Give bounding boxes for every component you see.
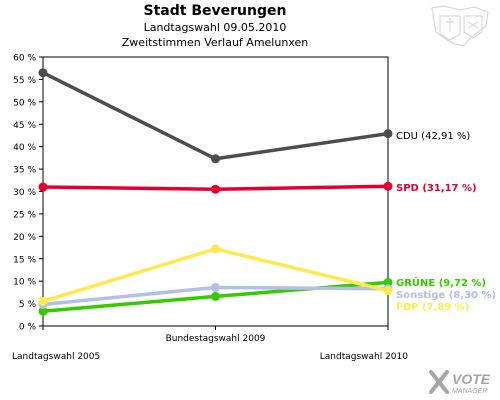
data-point — [38, 306, 48, 316]
series-label: SPD (31,17 %) — [396, 183, 477, 194]
chart-header: Stadt Beverungen Landtagswahl 09.05.2010… — [0, 3, 430, 50]
series-label: Sonstige (8,30 %) — [396, 290, 496, 301]
series-line — [42, 71, 389, 161]
series-spd — [38, 181, 393, 194]
y-tick-label: 25 % — [13, 210, 36, 220]
series-label: CDU (42,91 %) — [396, 131, 470, 142]
y-tick-label: 10 % — [13, 278, 36, 288]
y-tick-label: 35 % — [13, 166, 36, 176]
data-point — [211, 184, 220, 194]
y-tick-label: 45 % — [13, 121, 36, 131]
data-point — [211, 244, 220, 254]
x-tick-label: Landtagswahl 2005 — [12, 352, 100, 362]
coat-of-arms-icon — [431, 5, 489, 47]
data-point — [211, 154, 220, 164]
chart-title: Stadt Beverungen — [143, 3, 287, 19]
y-tick-label: 30 % — [13, 188, 36, 198]
y-axis: 0 % 5 % 10 % 15 % 20 % 25 % 30 % 35 % 40 % 45 % 50… — [13, 54, 43, 333]
y-tick-label: 20 % — [13, 233, 36, 243]
y-tick-label: 60 % — [13, 54, 36, 64]
series-labels: CDU (42,91 %) SPD (31,17 %) GRÜNE (9,72 %)… — [396, 131, 496, 313]
series-label: GRÜNE (9,72 %) — [396, 275, 486, 289]
data-point — [383, 129, 393, 139]
y-tick-label: 0 % — [19, 323, 37, 333]
data-point — [38, 68, 48, 78]
data-point — [383, 181, 393, 191]
series-label: FDP (7,89 %) — [396, 302, 469, 313]
y-tick-label: 5 % — [19, 300, 37, 310]
data-point — [211, 282, 220, 292]
data-point — [383, 277, 393, 287]
data-point — [38, 182, 48, 192]
chart-subtitle: Landtagswahl 09.05.2010 — [143, 21, 287, 34]
data-point — [38, 296, 48, 306]
y-tick-label: 15 % — [13, 255, 36, 265]
data-point — [383, 286, 393, 296]
vote-manager-logo: VOTE MANAGER — [429, 370, 491, 395]
y-tick-label: 40 % — [13, 143, 36, 153]
chart-subtitle-2: Zweitstimmen Verlauf Amelunxen — [121, 36, 309, 49]
y-tick-label: 50 % — [13, 98, 36, 108]
data-point — [211, 291, 220, 301]
series-fdp — [38, 244, 393, 306]
series-layer — [38, 68, 393, 316]
logo-text-manager: MANAGER — [452, 388, 487, 395]
series-cdu — [38, 68, 393, 164]
y-tick-label: 55 % — [13, 76, 36, 86]
logo-text-vote: VOTE — [452, 371, 491, 387]
x-axis: Landtagswahl 2005 Bundestagswahl 2009 Land… — [12, 326, 408, 362]
x-tick-label: Landtagswahl 2010 — [320, 352, 409, 362]
x-tick-label: Bundestagswahl 2009 — [166, 334, 266, 344]
